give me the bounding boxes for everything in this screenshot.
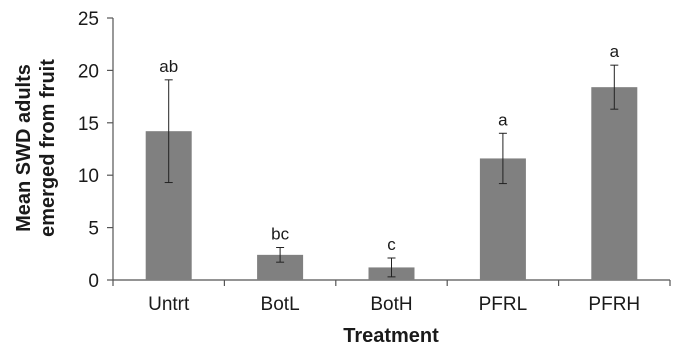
bar-pfrh	[591, 87, 638, 280]
significance-label: bc	[271, 225, 289, 244]
x-tick-label: BotL	[261, 294, 300, 315]
x-tick-label: PFRL	[479, 294, 528, 315]
x-axis-title: Treatment	[343, 325, 439, 347]
y-axis-title: Mean SWD adults emerged from fruit	[13, 59, 59, 237]
y-tick-label: 25	[78, 9, 99, 30]
plot-area: 0 5 10 15 20 25 ab Untrt bc BotL c BotH a PFRL a PFRH	[78, 9, 671, 315]
y-tick-label: 20	[78, 61, 99, 82]
y-tick-label: 5	[88, 219, 99, 240]
significance-label: ab	[159, 57, 178, 76]
significance-label: c	[387, 235, 396, 254]
y-tick-label: 15	[78, 114, 99, 135]
y-axis-title-line-2: emerged from fruit	[37, 59, 59, 237]
y-tick-label: 10	[78, 166, 99, 187]
x-tick-label: BotH	[370, 294, 412, 315]
significance-label: a	[610, 42, 620, 61]
significance-label: a	[498, 110, 508, 129]
x-tick-label: Untrt	[148, 294, 190, 315]
y-axis-title-line-1: Mean SWD adults	[13, 64, 35, 232]
y-tick-label: 0	[88, 271, 99, 292]
x-tick-label: PFRH	[588, 294, 640, 315]
